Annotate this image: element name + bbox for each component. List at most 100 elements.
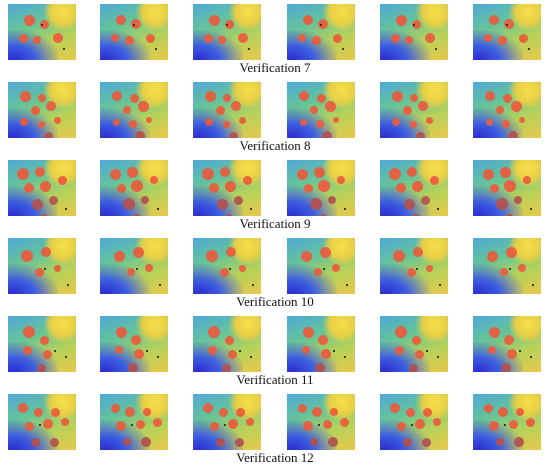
anomaly-blob [482,168,494,180]
anomaly-blob [483,403,493,413]
row-caption: Verification 12 [236,450,314,465]
anomaly-blob [208,14,220,26]
result-thumbnail [473,316,541,372]
result-thumbnail [100,238,168,294]
anomaly-blob [40,214,48,216]
marker-dot [411,424,413,426]
result-thumbnail [8,82,76,138]
anomaly-blob [110,403,120,413]
anomaly-blob [53,116,61,124]
result-thumbnail [193,238,261,294]
anomaly-blob [112,91,122,101]
anomaly-blob [488,346,496,354]
marker-dot [416,268,418,270]
anomaly-blob [215,105,225,115]
anomaly-blob [333,117,339,123]
anomaly-blob [21,250,33,262]
anomaly-blob [414,349,424,359]
row-caption: Verification 8 [239,138,311,153]
anomaly-blob [500,268,508,276]
anomaly-blob [523,176,531,184]
anomaly-blob [109,168,121,180]
anomaly-blob [411,180,423,192]
anomaly-blob [418,101,428,111]
anomaly-blob [23,326,35,338]
anomaly-blob [324,100,336,112]
anomaly-blob [131,213,141,216]
anomaly-blob [61,418,69,426]
anomaly-blob [23,14,35,26]
verification-row: Verification 9 [0,156,550,234]
result-thumbnail [193,394,261,450]
anomaly-blob [221,363,231,372]
anomaly-blob [318,180,330,192]
marker-dot [239,350,241,352]
anomaly-blob [300,250,312,262]
marker-dot [318,424,320,426]
anomaly-blob [402,105,412,115]
anomaly-blob [225,214,233,216]
anomaly-blob [116,15,126,25]
anomaly-blob [33,36,41,44]
anomaly-blob [132,246,144,258]
anomaly-blob [310,438,318,446]
anomaly-blob [208,326,220,338]
anomaly-blob [510,100,522,112]
anomaly-blob [238,264,246,272]
verification-row: Verification 7 [0,0,550,78]
anomaly-blob [310,106,318,114]
result-thumbnail [8,394,76,450]
anomaly-blob [489,421,499,431]
anomaly-blob [405,36,413,44]
anomaly-blob [127,268,135,276]
anomaly-blob [215,437,225,447]
anomaly-blob [115,326,127,338]
anomaly-blob [39,19,49,29]
anomaly-blob [318,19,328,29]
anomaly-blob [519,117,525,123]
anomaly-blob [390,33,400,43]
marker-dot [344,356,346,358]
verification-row: Verification 11 [0,312,550,390]
marker-dot [528,48,530,50]
anomaly-blob [123,438,131,446]
anomaly-blob [332,264,340,272]
anomaly-blob [17,168,29,180]
marker-dot [44,268,46,270]
anomaly-blob [485,91,495,101]
anomaly-blob [322,131,332,138]
anomaly-blob [314,268,322,276]
anomaly-blob [124,35,134,45]
anomaly-blob [489,15,499,25]
marker-dot [344,208,346,210]
anomaly-blob [57,175,67,185]
anomaly-blob [501,363,511,372]
anomaly-blob [312,407,322,417]
anomaly-blob [339,417,349,427]
anomaly-blob [311,35,321,45]
anomaly-blob [134,349,144,359]
anomaly-blob [395,326,407,338]
anomaly-blob [330,408,338,416]
anomaly-blob [113,250,125,262]
anomaly-blob [131,335,141,345]
anomaly-blob [508,131,518,138]
marker-dot [320,24,322,26]
anomaly-blob [146,117,152,123]
anomaly-blob [111,34,119,42]
marker-dot [323,268,325,270]
anomaly-blob [18,33,28,43]
anomaly-blob [48,195,58,205]
marker-dot [530,208,532,210]
marker-dot [437,208,439,210]
anomaly-blob [402,437,412,447]
anomaly-blob [238,33,248,43]
anomaly-blob [42,349,52,359]
anomaly-blob [219,267,229,277]
anomaly-blob [131,180,143,192]
marker-dot [229,268,231,270]
result-thumbnail [100,82,168,138]
anomaly-blob [321,349,331,359]
anomaly-blob [394,345,404,355]
